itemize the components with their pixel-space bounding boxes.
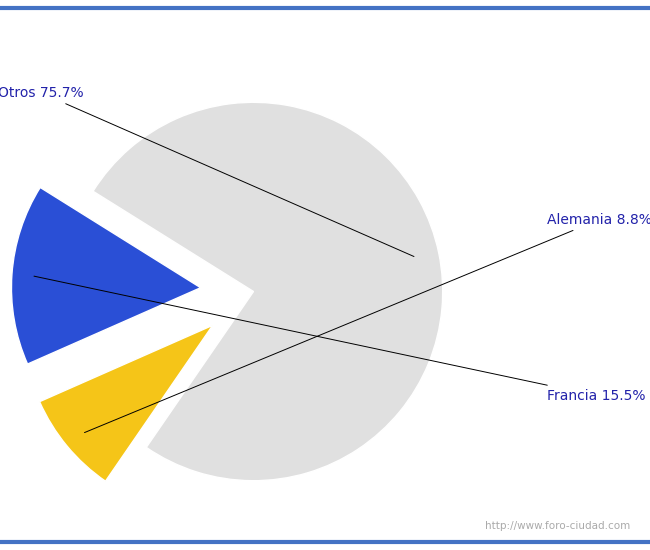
Text: Picanya - Turistas extranjeros según país - Octubre de 2024: Picanya - Turistas extranjeros según paí… bbox=[86, 16, 564, 33]
Text: Otros 75.7%: Otros 75.7% bbox=[0, 86, 414, 256]
Text: http://www.foro-ciudad.com: http://www.foro-ciudad.com bbox=[486, 521, 630, 531]
Wedge shape bbox=[93, 102, 443, 481]
Text: Alemania 8.8%: Alemania 8.8% bbox=[84, 213, 650, 433]
Wedge shape bbox=[40, 325, 213, 481]
Wedge shape bbox=[12, 188, 201, 364]
Text: Francia 15.5%: Francia 15.5% bbox=[34, 276, 645, 403]
